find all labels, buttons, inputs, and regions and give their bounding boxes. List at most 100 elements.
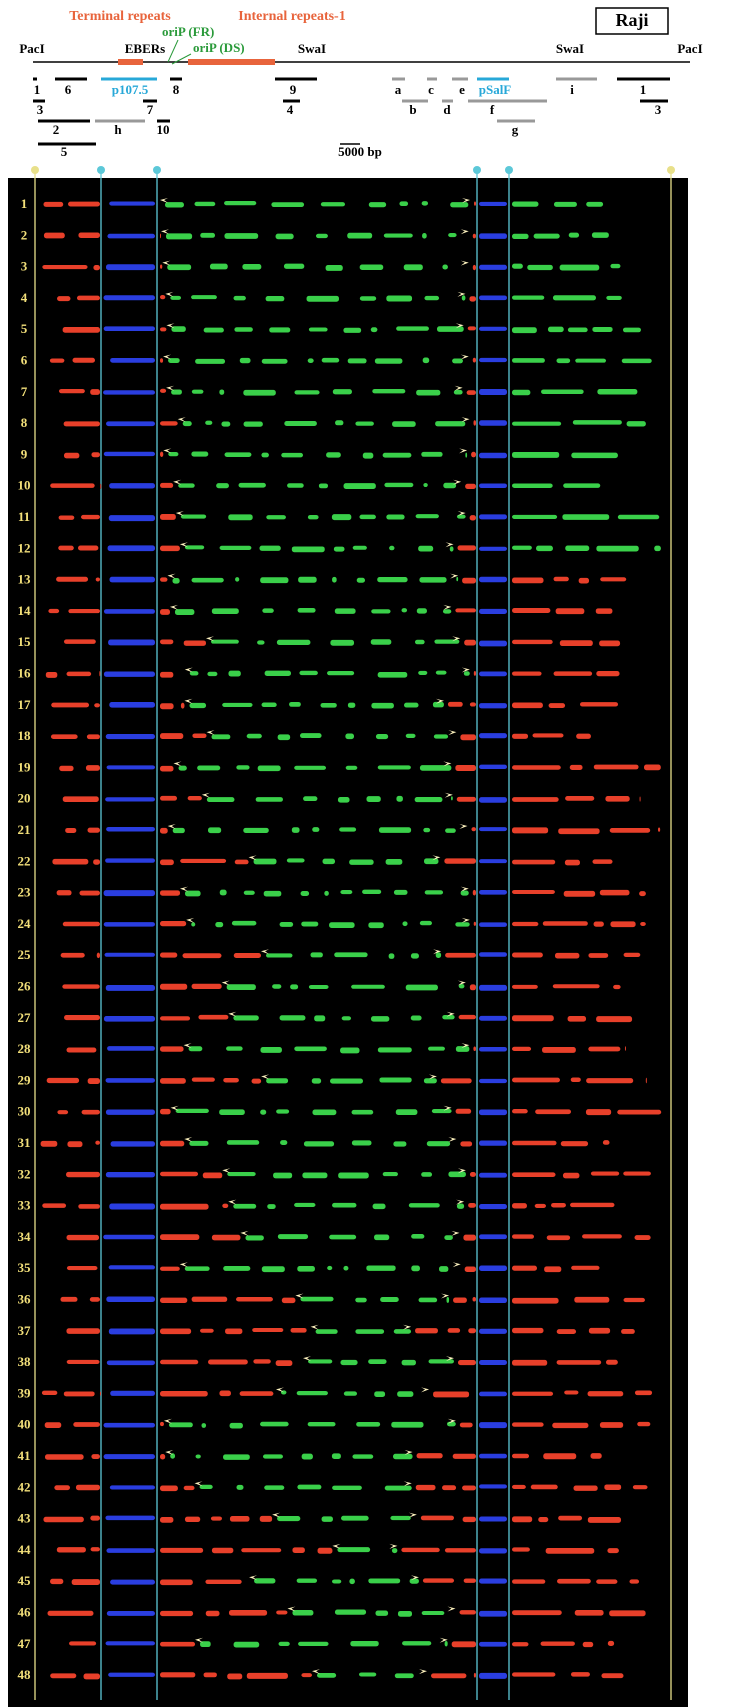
fiber-blue [479,985,507,991]
fiber-end [512,515,557,519]
fiber-green [436,952,441,958]
fiber-green [239,483,266,488]
fiber-end [596,1579,617,1583]
fiber-blue [479,1454,507,1459]
fiber-green [240,358,251,363]
fiber-red [160,452,163,457]
fiber-blue [479,233,507,239]
fiber-green [423,483,427,487]
fiber-red [45,1454,84,1459]
fiber-green [227,1140,259,1145]
fiber-blue [104,1454,155,1459]
fiber-green [346,766,358,770]
fiber-end [536,546,553,552]
fiber-end [596,546,638,552]
fiber-red [160,1016,190,1020]
fiber-green [411,1015,422,1020]
fiber-blue [479,1579,507,1584]
fiber-green [263,1454,283,1458]
fiber-end [512,953,543,958]
fiber-green [300,1297,333,1302]
fiber-red [57,1547,86,1552]
fiber-red [65,828,76,833]
fiber-blue [106,1172,155,1177]
fiber-green [308,1422,336,1426]
fiber-end [555,953,579,959]
fiber-green [312,1078,321,1083]
fiber-end [549,703,566,708]
fiber-green [196,1454,201,1458]
fiber-green [427,1141,450,1146]
fiber-green [284,421,317,426]
fiber-red [453,1454,476,1459]
fiber-end [512,1015,554,1021]
fiber-green [374,1391,385,1397]
fiber-red [473,265,476,270]
fiber-red [58,546,74,551]
fiber-red [401,1548,439,1552]
fiber-green [185,1266,210,1271]
fiber-green [244,421,263,426]
fiber-blue [479,1329,507,1334]
guide-dot [667,166,675,174]
fiber-end [570,1203,614,1207]
row-label: 6 [21,352,28,367]
fiber-green [277,1516,300,1521]
fiber-red [473,358,476,363]
fiber-green [373,1204,386,1209]
fiber-green [170,296,181,300]
fiber-green [347,233,372,239]
fiber-green [411,953,419,958]
fiber-red [160,295,165,299]
fiber-end [579,578,589,584]
probe-label: h [114,122,122,137]
fiber-green [345,734,354,740]
fiber-red [455,608,476,612]
fiber-green [356,1422,380,1427]
fiber-green [415,640,425,645]
fiber-green [242,264,261,270]
fiber-end [605,796,629,802]
fiber-red [441,1078,472,1083]
fiber-red [66,672,91,676]
fiber-red [455,765,476,771]
fiber-end [571,1077,581,1082]
row-label: 35 [18,1260,32,1275]
fiber-red [204,1672,217,1677]
fiber-green [294,390,319,394]
probe-label: 1 [34,82,41,97]
fiber-green [416,514,439,518]
fiber-green [396,1109,418,1115]
fiber-green [338,797,350,803]
fiber-end [512,702,543,708]
fiber-blue [104,890,155,896]
fiber-end [512,922,538,926]
fiber-green [435,421,465,426]
fiber-red [59,389,85,393]
fiber-blue [109,202,155,206]
fiber-red [212,1235,241,1241]
probe-label: 1 [640,82,647,97]
fiber-red [160,1109,171,1114]
fiber-red [63,327,100,333]
fiber-green [371,639,392,644]
probe-label: e [459,82,465,97]
fiber-green [432,1109,452,1113]
fiber-blue [479,1298,507,1303]
fiber-end [512,1360,547,1366]
fiber-end [610,921,635,927]
fiber-red [276,1610,287,1614]
fiber-end [601,1673,623,1678]
fiber-green [371,703,394,709]
fiber-end [576,734,591,739]
fiber-red [227,1673,242,1679]
fiber-red [48,1611,94,1616]
fiber-red [282,1298,296,1303]
fiber-green [228,514,252,520]
fiber-red [198,1015,228,1020]
fiber-red [415,1328,438,1333]
fiber-blue [479,295,507,300]
fiber-green [398,1611,412,1617]
fiber-green [312,827,319,832]
fiber-red [82,1110,100,1115]
